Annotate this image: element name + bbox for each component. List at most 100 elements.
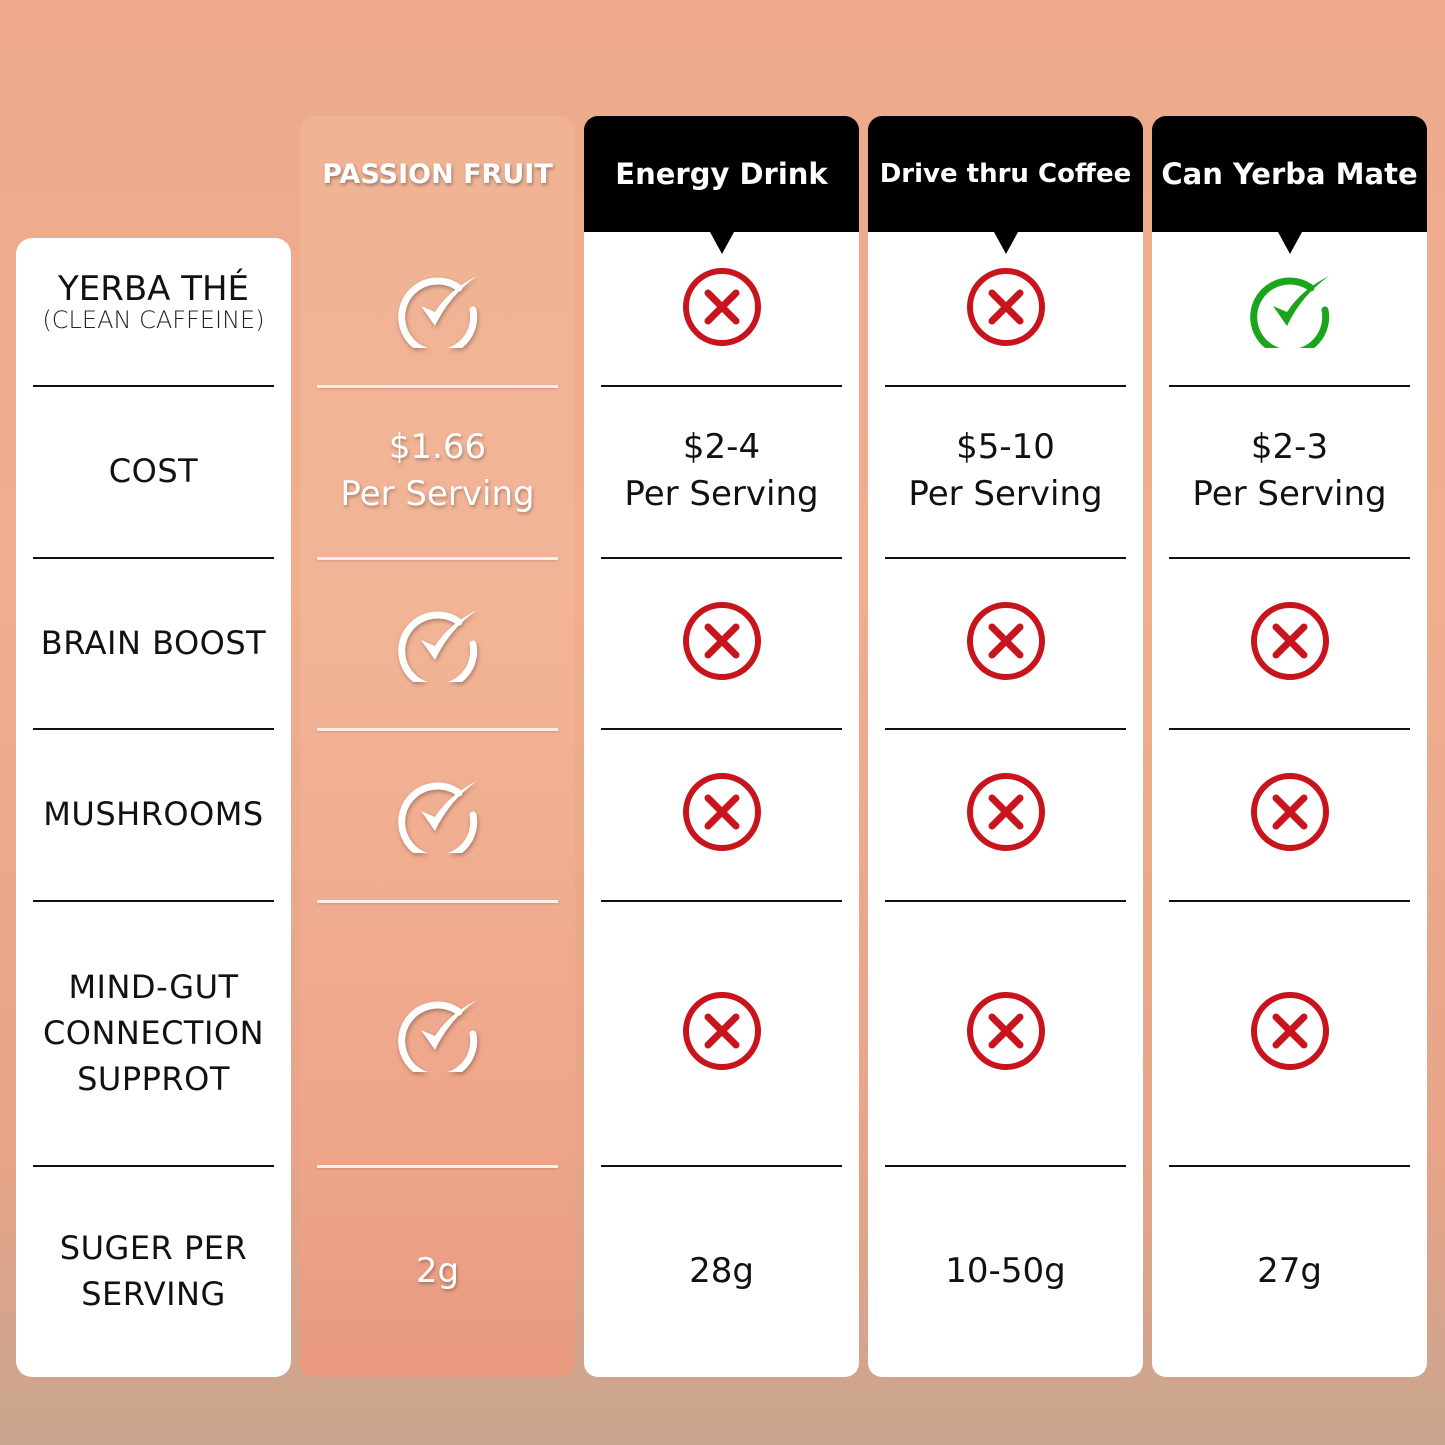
table-cell: 27g [1152, 1165, 1427, 1377]
header-pointer [993, 232, 1018, 254]
header-pointer [709, 232, 734, 254]
row-divider [33, 385, 274, 387]
table-cell [1152, 232, 1427, 385]
row-label-text: MIND-GUT CONNECTION SUPPROT [42, 967, 265, 1098]
brand-title: YERBA THÉ [57, 268, 250, 309]
row-divider [885, 1165, 1126, 1167]
table-cell [1152, 728, 1427, 900]
table-cell [1152, 900, 1427, 1165]
row-divider [33, 728, 274, 730]
check-circle-icon [397, 266, 479, 356]
cross-circle-icon [965, 266, 1047, 352]
product-column: PASSION FRUIT $1.66 Per Serving 2g [300, 116, 575, 1377]
row-label-text: SUGER PER SERVING [59, 1229, 248, 1313]
cell-value: $5-10 Per Serving [908, 427, 1103, 514]
cross-circle-icon [1249, 600, 1331, 686]
header-pointer [1277, 232, 1302, 254]
table-cell [584, 728, 859, 900]
table-cell [300, 728, 575, 900]
table-cell [300, 557, 575, 728]
cell-value: 27g [1257, 1250, 1322, 1291]
table-cell [1152, 557, 1427, 728]
row-divider [1169, 1165, 1410, 1167]
brand-label: YERBA THÉ (CLEAN CAFFEINE) [16, 238, 291, 365]
table-cell [868, 900, 1143, 1165]
cell-value: $2-3 Per Serving [1192, 427, 1387, 514]
cross-circle-icon [1249, 771, 1331, 857]
cell-value: $1.66 Per Serving [340, 427, 535, 514]
row-divider [601, 900, 842, 902]
check-circle-icon [397, 990, 479, 1080]
column-header-text: PASSION FRUIT [322, 158, 553, 190]
brand-subtitle: (CLEAN CAFFEINE) [42, 305, 265, 334]
row-divider [317, 1165, 558, 1168]
row-divider [1169, 557, 1410, 559]
cross-circle-icon [965, 600, 1047, 686]
row-divider [33, 900, 274, 902]
cross-circle-icon [681, 990, 763, 1076]
table-cell: $2-3 Per Serving [1152, 385, 1427, 557]
row-divider [885, 385, 1126, 387]
product-column: Can Yerba Mate $2-3 Per Serving 27g [1152, 116, 1427, 1377]
row-divider [1169, 385, 1410, 387]
table-cell: 2g [300, 1165, 575, 1377]
row-divider [601, 557, 842, 559]
table-cell [584, 900, 859, 1165]
table-cell [868, 728, 1143, 900]
table-cell [868, 557, 1143, 728]
column-header: PASSION FRUIT [300, 116, 575, 232]
column-header-text: Can Yerba Mate [1161, 157, 1418, 191]
table-cell [300, 232, 575, 385]
column-header: Can Yerba Mate [1152, 116, 1427, 254]
cell-value: 2g [415, 1250, 460, 1291]
cross-circle-icon [965, 990, 1047, 1076]
row-divider [1169, 900, 1410, 902]
cell-value: 10-50g [945, 1250, 1066, 1291]
row-label-text: BRAIN BOOST [40, 623, 267, 662]
feature-labels-column: YERBA THÉ (CLEAN CAFFEINE) COST BRAIN BOOST… [16, 238, 291, 1377]
cell-value: $2-4 Per Serving [624, 427, 819, 514]
cross-circle-icon [681, 266, 763, 352]
check-circle-icon [397, 600, 479, 690]
table-cell: $2-4 Per Serving [584, 385, 859, 557]
cross-circle-icon [681, 771, 763, 857]
product-column: Energy Drink $2-4 Per Serving 28g [584, 116, 859, 1377]
table-cell: 28g [584, 1165, 859, 1377]
table-cell [584, 557, 859, 728]
row-divider [885, 900, 1126, 902]
row-label: SUGER PER SERVING [16, 1165, 291, 1377]
table-cell: $1.66 Per Serving [300, 385, 575, 557]
row-divider [317, 728, 558, 731]
cross-circle-icon [1249, 990, 1331, 1076]
row-label: MIND-GUT CONNECTION SUPPROT [16, 900, 291, 1165]
row-divider [885, 728, 1126, 730]
row-divider [601, 385, 842, 387]
row-divider [885, 557, 1126, 559]
row-label: MUSHROOMS [16, 728, 291, 900]
column-header: Energy Drink [584, 116, 859, 254]
row-label: COST [16, 385, 291, 557]
row-divider [317, 557, 558, 560]
product-column: Drive thru Coffee $5-10 Per Serving 10-50g [868, 116, 1143, 1377]
row-label-text: MUSHROOMS [43, 795, 264, 833]
row-divider [601, 1165, 842, 1167]
table-cell: $5-10 Per Serving [868, 385, 1143, 557]
column-header: Drive thru Coffee [868, 116, 1143, 254]
row-divider [601, 728, 842, 730]
row-divider [317, 900, 558, 903]
table-cell [868, 232, 1143, 385]
table-cell [300, 900, 575, 1165]
row-divider [1169, 728, 1410, 730]
row-label-text: COST [108, 452, 199, 490]
column-header-text: Energy Drink [615, 157, 828, 191]
row-divider [33, 557, 274, 559]
cross-circle-icon [681, 600, 763, 686]
row-divider [33, 1165, 274, 1167]
cross-circle-icon [965, 771, 1047, 857]
cell-value: 28g [689, 1250, 754, 1291]
check-circle-icon [397, 771, 479, 862]
table-cell [584, 232, 859, 385]
table-cell: 10-50g [868, 1165, 1143, 1377]
row-divider [317, 385, 558, 388]
column-header-text: Drive thru Coffee [879, 159, 1132, 189]
